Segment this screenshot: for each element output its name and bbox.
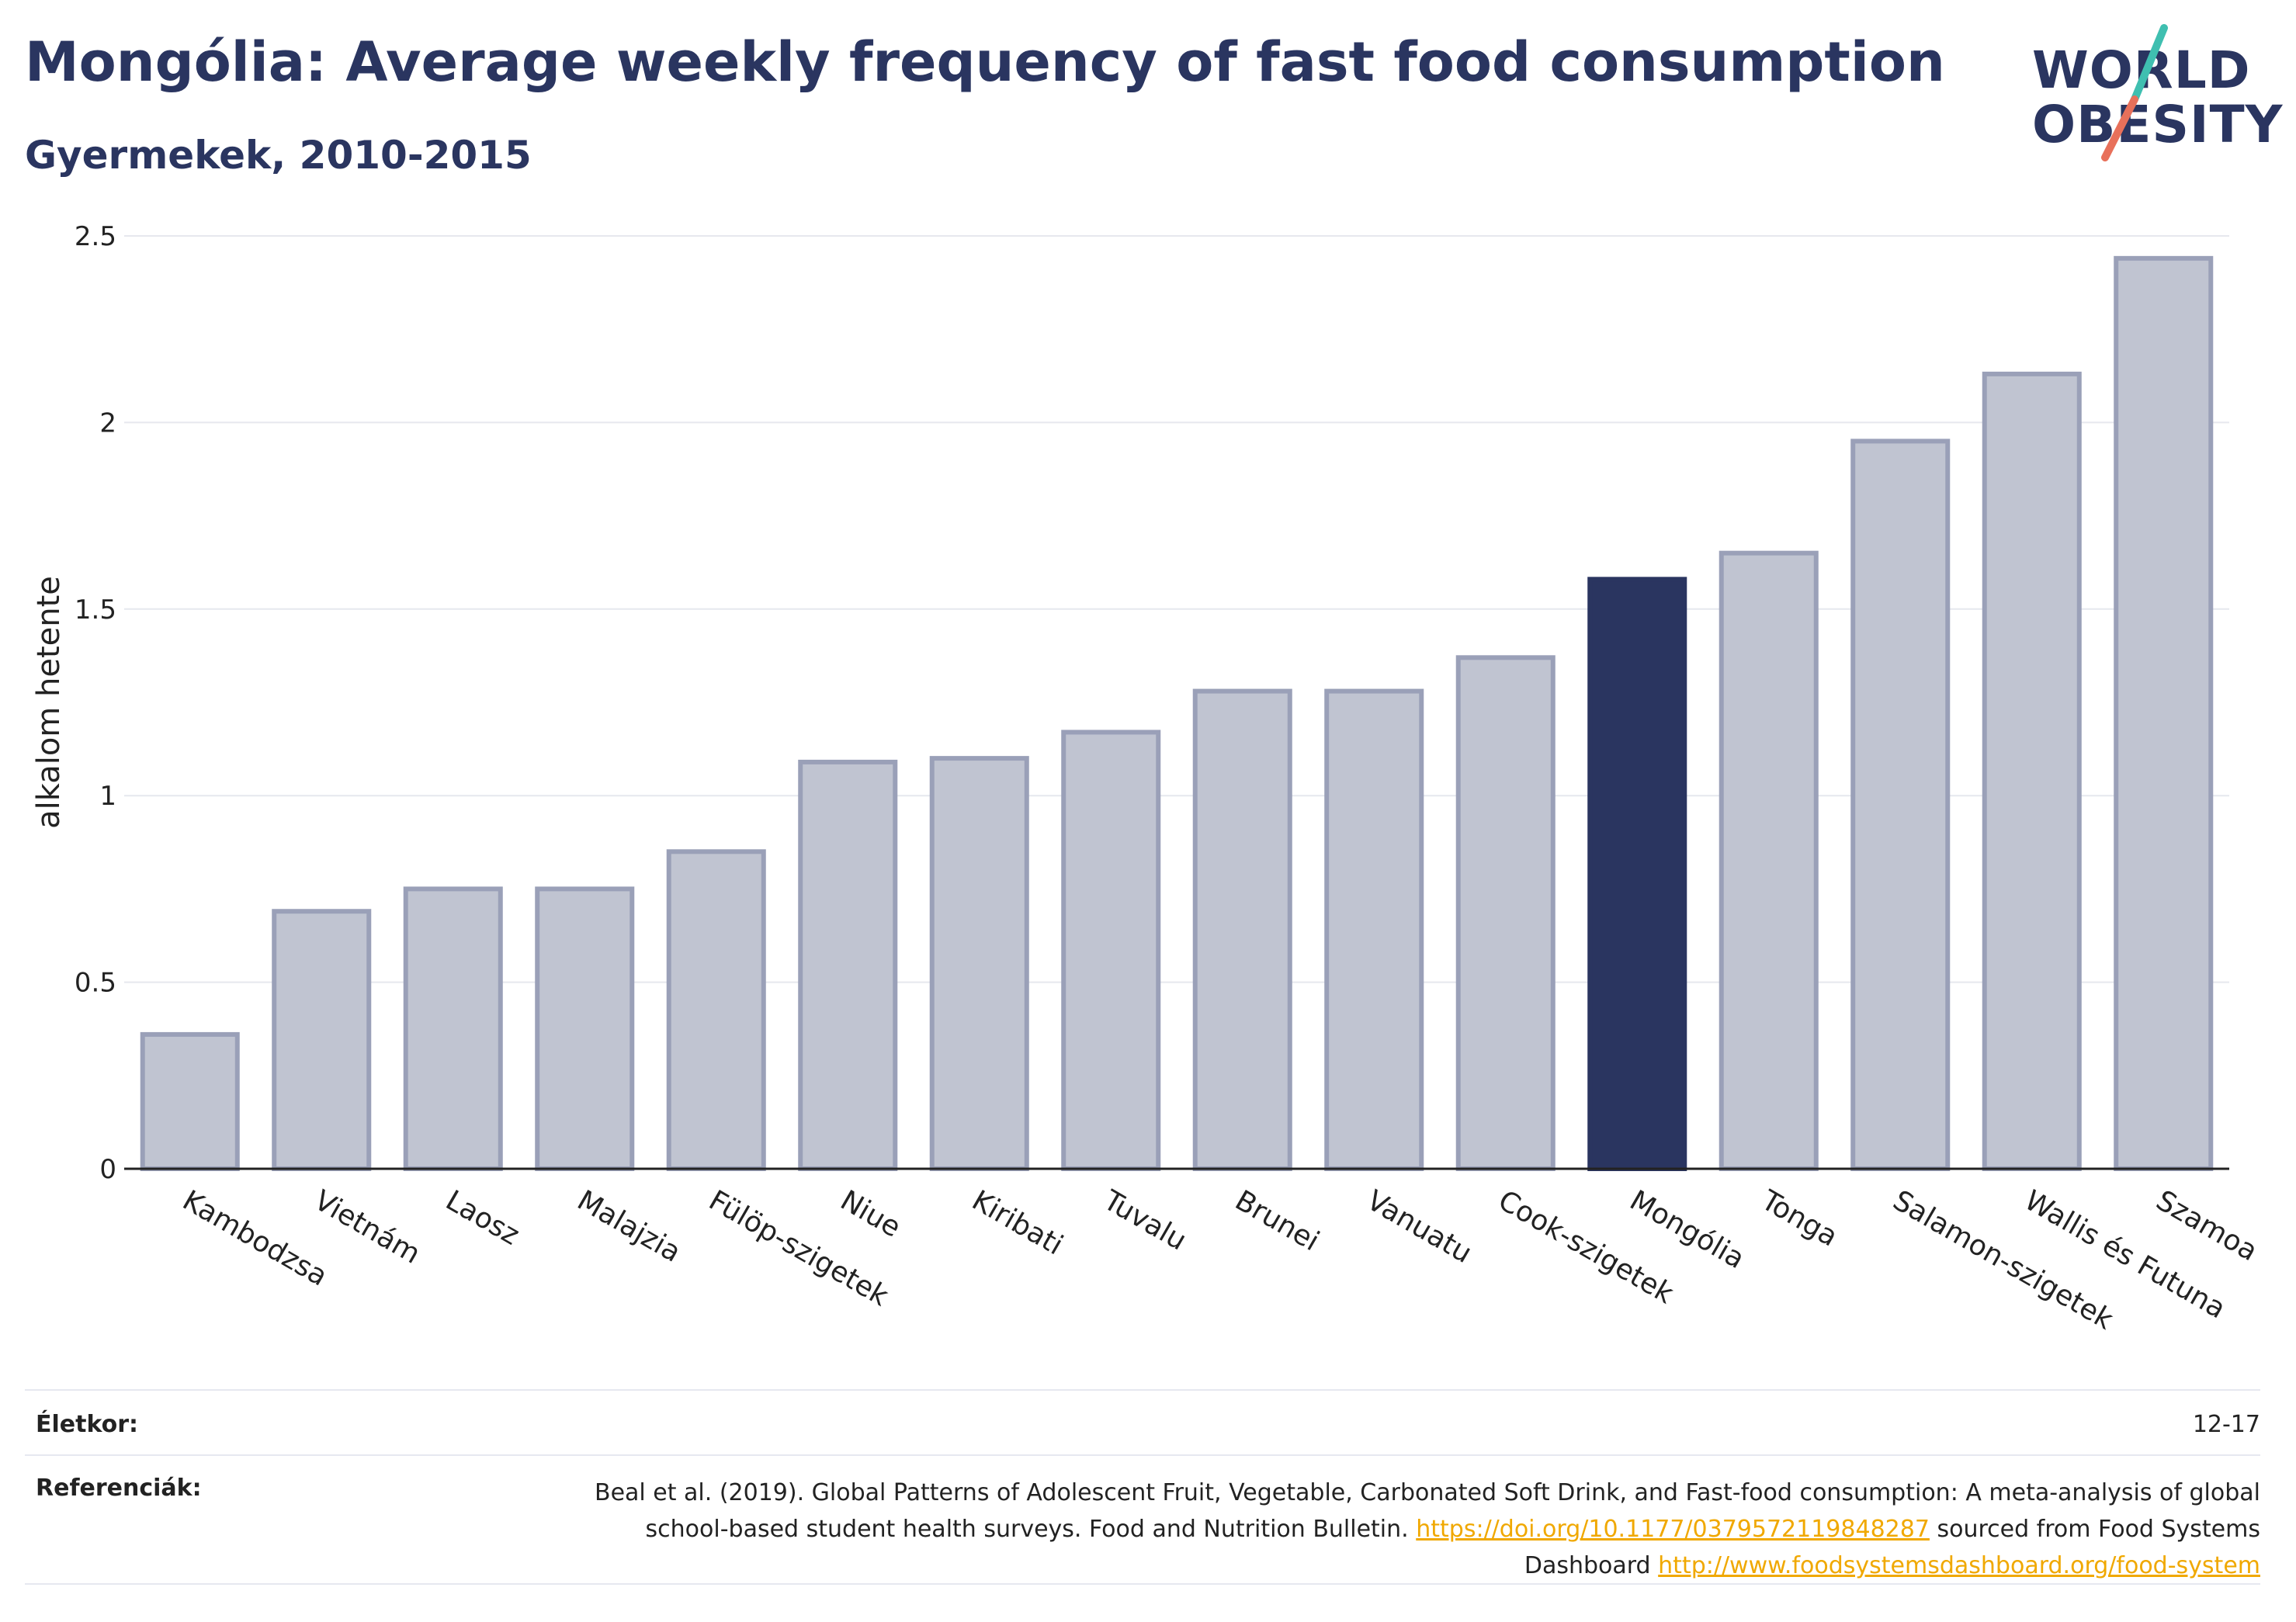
x-tick-label: Salamon-szigetek bbox=[1888, 1184, 2118, 1336]
chart-subtitle: Gyermekek, 2010-2015 bbox=[25, 133, 532, 178]
y-tick-label: 0.5 bbox=[75, 968, 116, 999]
references-text: Beal et al. (2019). Global Patterns of A… bbox=[522, 1475, 2260, 1584]
age-label: Életkor: bbox=[36, 1411, 139, 1438]
bar-tonga bbox=[1719, 550, 1819, 1171]
y-tick-label: 2.5 bbox=[75, 221, 116, 252]
reference-doi-link[interactable]: https://doi.org/10.1177/0379572119848287 bbox=[1416, 1516, 1930, 1543]
logo-word-obesity: OBESITY bbox=[2032, 95, 2284, 154]
references-row: Referenciák: Beal et al. (2019). Global … bbox=[25, 1454, 2260, 1584]
x-tick-label: Malajzia bbox=[572, 1184, 686, 1269]
y-axis-label: alkalom hetente bbox=[31, 576, 67, 829]
bar-brunei bbox=[1192, 688, 1292, 1171]
bar-fülöp-szigetek bbox=[666, 849, 766, 1171]
y-axis-ticks: 0 0.5 1 1.5 2 2.5 bbox=[75, 221, 116, 1185]
bar-laosz bbox=[403, 886, 503, 1172]
x-tick-label: Tuvalu bbox=[1098, 1184, 1191, 1257]
bar-kambodzsa bbox=[140, 1031, 240, 1171]
bar-szamoa bbox=[2114, 255, 2214, 1171]
bar-vanuatu bbox=[1324, 688, 1424, 1171]
bottom-divider bbox=[25, 1583, 2260, 1585]
y-tick-label: 0 bbox=[99, 1154, 116, 1185]
references-label: Referenciák: bbox=[36, 1475, 202, 1502]
x-tick-label: Vanuatu bbox=[1361, 1184, 1477, 1270]
bar-mongólia bbox=[1587, 577, 1687, 1171]
logo-slash-icon bbox=[2101, 24, 2168, 161]
x-tick-label: Niue bbox=[835, 1184, 906, 1243]
bar-cook-szigetek bbox=[1455, 655, 1556, 1171]
reference-source-text: sourced from Food Systems Dashboard bbox=[1524, 1516, 2260, 1579]
world-obesity-logo: WORLD OBESITY bbox=[2026, 22, 2282, 169]
bar-vietnám bbox=[272, 909, 372, 1171]
bar-niue bbox=[798, 759, 898, 1171]
x-tick-label: Tonga bbox=[1755, 1184, 1843, 1253]
x-tick-label: Brunei bbox=[1230, 1184, 1324, 1257]
chart-title: Mongólia: Average weekly frequency of fa… bbox=[25, 30, 1945, 94]
y-tick-label: 1 bbox=[99, 781, 116, 812]
bar-wallis-és-futuna bbox=[1982, 371, 2082, 1171]
age-value: 12-17 bbox=[2192, 1411, 2260, 1438]
bar-kiribati bbox=[929, 756, 1029, 1171]
x-tick-label: Vietnám bbox=[309, 1184, 425, 1270]
bars bbox=[140, 255, 2214, 1172]
bar-malajzia bbox=[535, 886, 635, 1172]
age-row: Életkor: 12-17 bbox=[25, 1389, 2260, 1454]
bar-tuvalu bbox=[1061, 730, 1161, 1171]
x-tick-label: Kambodzsa bbox=[177, 1184, 332, 1292]
x-tick-label: Kiribati bbox=[966, 1184, 1068, 1261]
y-tick-label: 1.5 bbox=[75, 594, 116, 626]
reference-dashboard-link[interactable]: http://www.foodsystemsdashboard.org/food… bbox=[1658, 1552, 2260, 1579]
x-tick-label: Szamoa bbox=[2151, 1184, 2263, 1267]
y-tick-label: 2 bbox=[99, 407, 116, 438]
x-tick-label: Laosz bbox=[440, 1184, 525, 1251]
bar-salamon-szigetek bbox=[1850, 438, 1951, 1171]
reference-citation: Beal et al. (2019). Global Patterns of A… bbox=[594, 1479, 2260, 1543]
